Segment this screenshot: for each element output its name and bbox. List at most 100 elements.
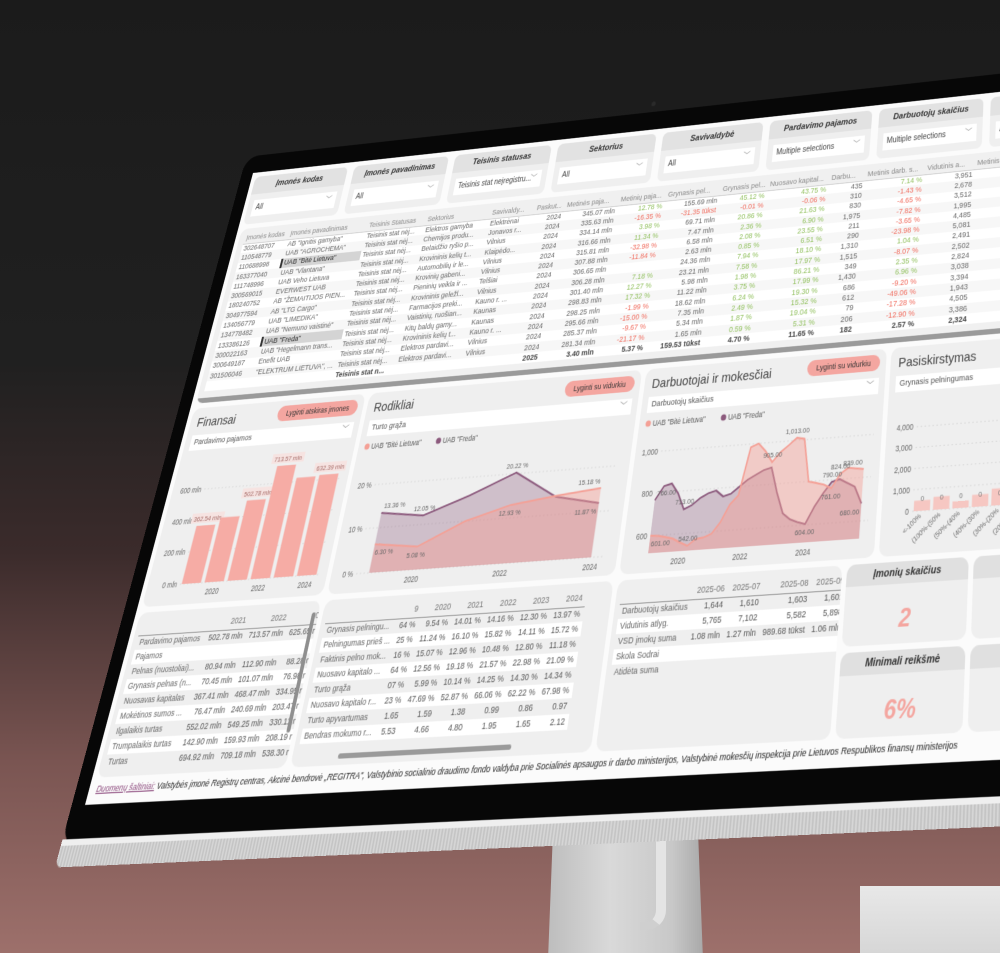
- distribution-bar-chart: 01,0002,0003,0004,0000<-100%0(100%-(50%0…: [893, 380, 1000, 546]
- data-label: 11.87 %: [574, 508, 597, 518]
- legend-marker: [645, 420, 652, 427]
- employees-table-panel: 2025-062025-072025-082025-092025-10Darbu…: [595, 565, 843, 752]
- data-label: 502.78 mln: [243, 489, 273, 499]
- kpi-card-minimum: Minimali reikšmė 6%: [835, 645, 966, 740]
- filter-card: Įmonės kodas All ﹀: [242, 166, 349, 225]
- table-cell: [806, 635, 843, 654]
- data-label: 12.05 %: [413, 504, 436, 514]
- x-tick-label: 2024: [296, 582, 312, 591]
- filter-dropdown[interactable]: All﹀: [995, 111, 1000, 139]
- desk-object: [860, 886, 1000, 953]
- filter-value: Multiple selections: [775, 142, 835, 158]
- kpi-value: 2: [897, 601, 912, 634]
- filter-label: Įmonės pavadinimas: [350, 156, 450, 185]
- table-cell: 1.65: [382, 709, 400, 723]
- filter-dropdown[interactable]: Multiple selections ﹀: [882, 123, 977, 151]
- x-tick-label: 2022: [250, 585, 266, 594]
- filter-dropdown[interactable]: All﹀: [350, 180, 439, 207]
- filter-card: Darbuotojų skaičius Multiple selections ﹀: [876, 98, 984, 159]
- table-cell: 1.95: [464, 717, 501, 736]
- filter-dropdown[interactable]: All﹀: [557, 158, 648, 185]
- compare-companies-button[interactable]: Lyginti atskiras įmones: [276, 399, 360, 422]
- table-cell: 23 %: [380, 692, 406, 710]
- y-tick-label: 20 %: [357, 482, 373, 491]
- legend-label[interactable]: UAB "Freda": [442, 435, 478, 446]
- data-label: 5.08 %: [405, 551, 425, 561]
- filter-value: Multiple selections: [886, 130, 946, 146]
- y-tick-label: 200 mln: [163, 549, 186, 559]
- compare-average-button[interactable]: Lyginti su vidurkiu: [563, 375, 636, 398]
- table-cell: 694.92 mln: [177, 750, 216, 765]
- dropdown-value: Darbuotojų skaičius: [650, 394, 715, 410]
- y-tick-label: 600 mln: [179, 487, 202, 496]
- legend-label[interactable]: UAB "Bitė Lietuva": [652, 416, 706, 428]
- legend-marker: [363, 443, 371, 450]
- data-label: 713.57 mln: [273, 455, 302, 465]
- y-tick-label: 4,000: [896, 424, 913, 434]
- data-label: 12.93 %: [498, 509, 521, 519]
- kpi-label: Minimali reikšmė: [839, 645, 966, 677]
- filter-dropdown[interactable]: Teisinis stat neįregistru... ﹀: [452, 169, 543, 196]
- employees-area-chart: 600 800 1,000 601.00 542.00 905.00 1,013.00 761…: [636, 412, 881, 567]
- filter-card: All﹀: [989, 85, 1000, 148]
- kpi-card: [967, 638, 1000, 733]
- x-tick-label: 2022: [491, 570, 507, 579]
- data-label: 680.00: [839, 508, 859, 518]
- table-cell: 64 %: [385, 661, 412, 679]
- table-cell: 182: [815, 323, 855, 338]
- filter-dropdown[interactable]: All ﹀: [250, 191, 338, 217]
- filter-dropdown[interactable]: All﹀: [663, 147, 756, 174]
- chevron-down-icon: ﹀: [324, 195, 333, 205]
- y-tick-label: 600: [636, 533, 648, 542]
- filter-value: Teisinis stat neįregistru...: [457, 174, 532, 191]
- finance-table: 2021202220232024Pardavimo pajamos502.78 …: [103, 605, 322, 770]
- chevron-down-icon: ﹀: [618, 401, 628, 412]
- legend-label[interactable]: UAB "Bitė Lietuva": [370, 440, 422, 452]
- filter-label: Teisinis statusas: [452, 144, 552, 174]
- horizontal-scrollbar[interactable]: [337, 744, 512, 759]
- legend-marker: [435, 437, 442, 445]
- table-cell: 4.80: [430, 719, 468, 738]
- panel-title: Finansai: [195, 412, 238, 431]
- ratios-table: 9 2020 2021 2022 2023 2024 Grynasis pelningu..…: [299, 590, 587, 745]
- y-tick-label: 0: [905, 509, 909, 518]
- data-label: 0: [978, 491, 982, 500]
- table-cell: 5.53: [374, 723, 401, 741]
- chevron-down-icon: ﹀: [635, 162, 644, 172]
- y-tick-label: 800: [641, 491, 653, 500]
- data-sources-link[interactable]: Duomenų šaltiniai:: [94, 780, 157, 796]
- data-label: 604.00: [794, 528, 814, 538]
- filter-dropdown[interactable]: Multiple selections ﹀: [771, 135, 865, 163]
- filter-card: Teisinis statusas Teisinis stat neįregist…: [445, 144, 552, 204]
- legend-label[interactable]: UAB "Freda": [728, 412, 765, 423]
- data-label: 0: [998, 489, 1000, 498]
- kpi-value: 6%: [882, 691, 917, 726]
- rodikliai-panel: Rodikliai Lyginti su vidurkiu Turto grąž…: [327, 369, 643, 595]
- table-cell: 4.66: [397, 721, 434, 739]
- data-label: 601.00: [650, 539, 670, 549]
- darbuotojai-panel: Darbuotojai ir mokesčiai Lyginti su vidu…: [619, 348, 888, 575]
- ratios-table-panel: 9 2020 2021 2022 2023 2024 Grynasis pelningu..…: [289, 580, 614, 768]
- bar[interactable]: [952, 500, 969, 509]
- monitor-stand-arm: [640, 820, 666, 930]
- panel-title: Pasiskirstymas: [897, 348, 977, 371]
- filter-label: Pardavimo pajamos: [768, 110, 873, 140]
- data-label: 839.00: [843, 459, 863, 469]
- gridline: [915, 434, 1000, 447]
- chevron-down-icon: ﹀: [865, 380, 875, 392]
- table-cell: 25 %: [391, 631, 418, 649]
- compare-average-button[interactable]: Lyginti su vidurkiu: [806, 354, 881, 377]
- filter-value: All: [354, 192, 364, 202]
- employees-table: 2025-062025-072025-082025-092025-10Darbu…: [610, 571, 843, 681]
- data-label: 790.00: [822, 471, 842, 481]
- table-cell: [756, 653, 807, 672]
- table-cell: 16 %: [392, 649, 411, 662]
- camera-icon: [651, 101, 656, 107]
- table-cell: [805, 651, 843, 669]
- table-cell: 2.12: [532, 713, 570, 732]
- filter-value: All: [254, 202, 264, 212]
- sales-bar-chart: 0 mln 200 mln 400 mln 600 mln 362.54 mln 502.…: [161, 451, 349, 597]
- row-label: Bendras mokumo r...: [299, 724, 378, 745]
- ratio-area-chart: 0 % 10 % 20 % 6.30 % 5.08 % 12.93 % 15.18 % UAB…: [341, 435, 632, 586]
